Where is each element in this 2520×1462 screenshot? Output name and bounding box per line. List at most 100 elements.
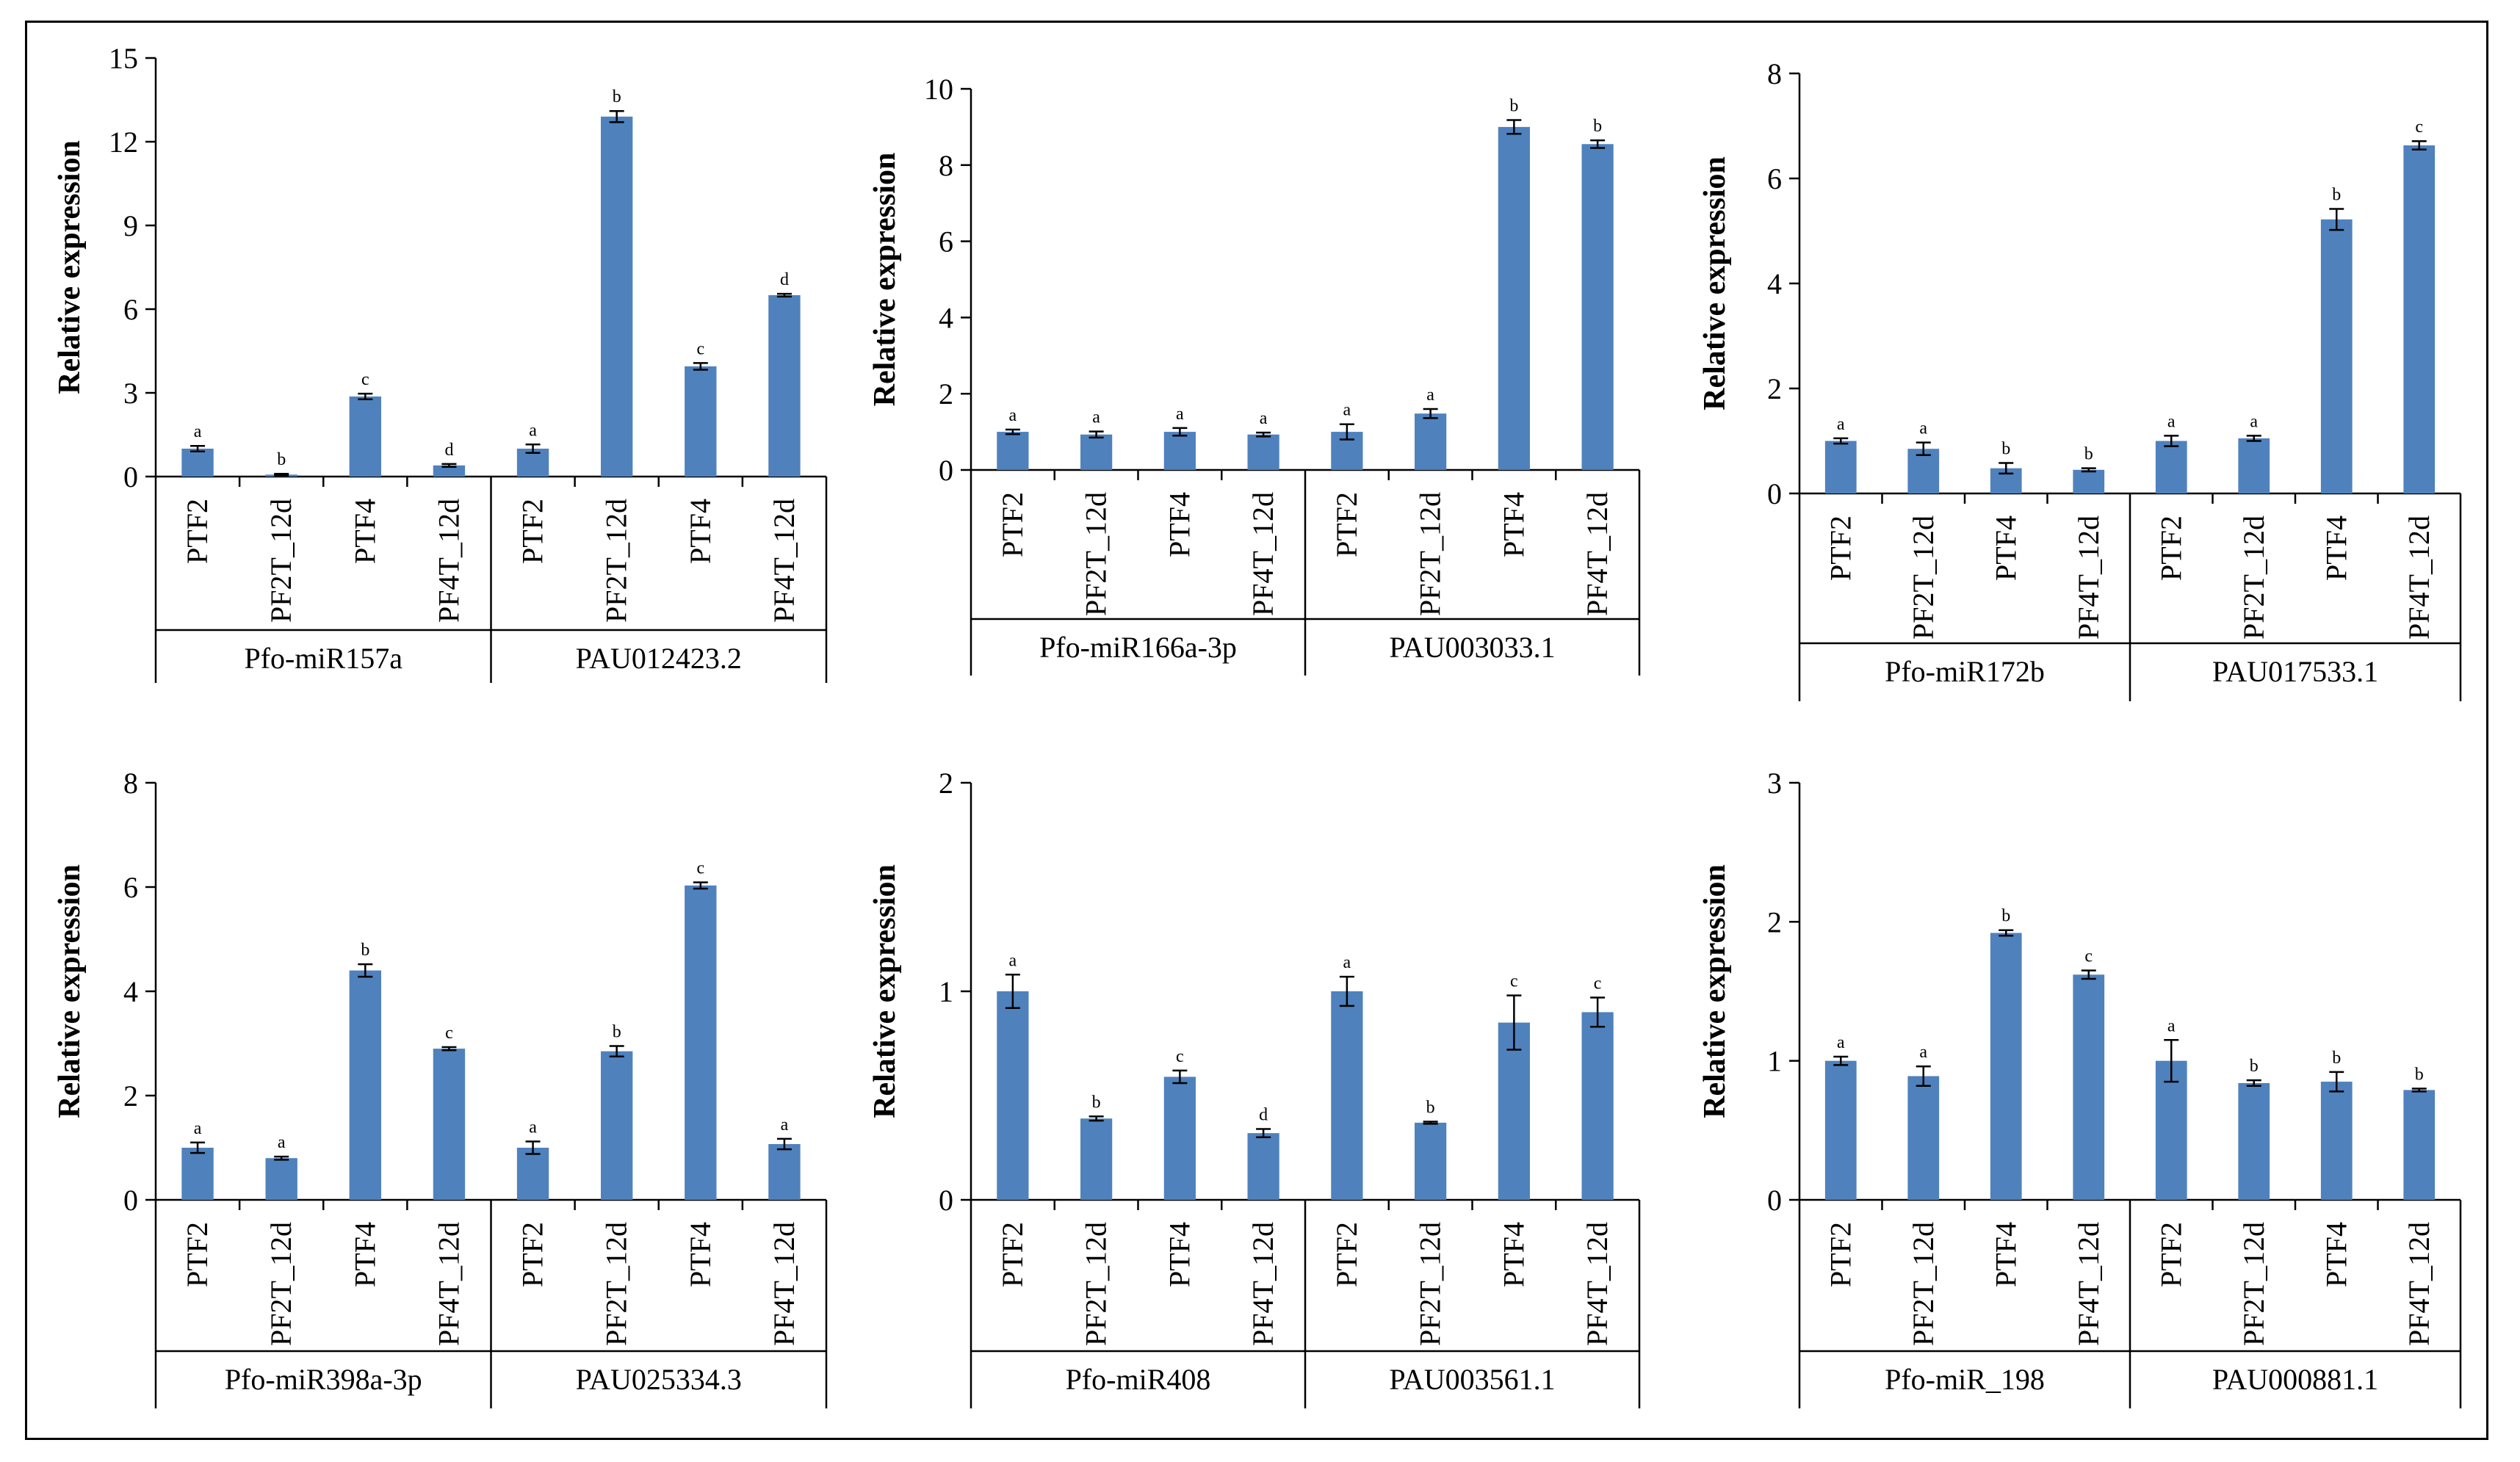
significance-letter: a	[1176, 405, 1184, 424]
bar	[1824, 1060, 1857, 1200]
y-tick-label: 4	[939, 301, 953, 334]
significance-letter: a	[1260, 409, 1268, 428]
y-tick-label: 10	[924, 73, 953, 106]
category-label: PTF2	[181, 1222, 214, 1287]
y-tick-label: 12	[109, 126, 138, 159]
bar	[516, 1148, 549, 1200]
category-label: PTF2	[516, 499, 549, 564]
significance-letter: c	[445, 1024, 453, 1043]
chart-panel-2: 0 2 4 6 8 10 Relative expression a PTF2 a PF2T_12d…	[868, 73, 1641, 676]
category-label: PTF2	[2154, 1222, 2187, 1287]
y-tick-label: 9	[123, 209, 138, 242]
bar	[1581, 1012, 1614, 1200]
category-label: PTF2	[2154, 515, 2187, 581]
bar	[685, 366, 717, 477]
category-label: PTF4	[1497, 492, 1530, 557]
y-tick-label: 0	[123, 1184, 138, 1217]
significance-letter: a	[194, 1119, 202, 1138]
category-label: PTF4	[348, 1222, 381, 1287]
category-label: PF2T_12d	[2237, 1222, 2270, 1346]
significance-letter: a	[781, 1115, 789, 1135]
category-label: PTF4	[1989, 515, 2022, 581]
bar	[1247, 434, 1279, 470]
category-label: PTF4	[1497, 1222, 1530, 1287]
bar	[997, 432, 1029, 470]
y-tick-label: 1	[939, 975, 953, 1008]
category-label: PTF2	[181, 499, 214, 564]
y-tick-label: 1	[1767, 1045, 1782, 1078]
y-tick-label: 3	[123, 377, 138, 410]
significance-letter: c	[2415, 117, 2423, 137]
y-axis-title: Relative expression	[1698, 156, 1732, 410]
category-label: PTF4	[684, 499, 717, 564]
significance-letter: b	[1092, 1093, 1101, 1112]
y-axis-title: Relative expression	[868, 864, 902, 1118]
category-label: PF2T_12d	[1414, 1222, 1447, 1346]
category-label: PF4T_12d	[1581, 492, 1614, 616]
bar	[349, 396, 381, 477]
significance-letter: a	[1426, 386, 1434, 405]
significance-letter: a	[278, 1133, 286, 1152]
category-label: PTF2	[516, 1222, 549, 1287]
category-label: PF4T_12d	[768, 1222, 801, 1346]
bar	[2155, 441, 2187, 493]
significance-letter: c	[2084, 947, 2093, 966]
y-tick-label: 8	[1767, 57, 1782, 90]
bar	[1907, 1076, 1940, 1200]
bar	[1907, 449, 1940, 493]
y-tick-label: 6	[1767, 162, 1782, 195]
figure-frame	[25, 21, 2488, 1440]
y-tick-label: 8	[939, 149, 953, 182]
bar	[1080, 434, 1113, 470]
y-tick-label: 0	[939, 1184, 953, 1217]
category-label: PF4T_12d	[2072, 515, 2105, 640]
significance-letter: c	[696, 339, 704, 358]
category-label: PF2T_12d	[2237, 515, 2270, 640]
y-tick-label: 15	[109, 42, 138, 75]
y-tick-label: 0	[1767, 477, 1782, 510]
bar	[1498, 126, 1530, 470]
bar	[1163, 432, 1196, 470]
y-tick-label: 8	[123, 767, 138, 800]
y-tick-label: 6	[123, 871, 138, 904]
chart-panel-6: 0 1 2 3 Relative expression a PTF2 a PF2T_12d b PT…	[1698, 767, 2462, 1408]
significance-letter: b	[277, 450, 286, 469]
y-tick-label: 4	[1767, 267, 1782, 300]
bar	[1498, 1022, 1530, 1200]
y-tick-label: 0	[1767, 1184, 1782, 1217]
significance-letter: a	[529, 1118, 537, 1137]
category-label: PTF4	[684, 1222, 717, 1287]
significance-letter: a	[1837, 1033, 1845, 1052]
category-label: PTF4	[1163, 492, 1196, 557]
significance-letter: c	[1510, 972, 1518, 991]
bar	[601, 116, 633, 477]
bar	[2073, 974, 2105, 1200]
bar	[2320, 219, 2353, 493]
bar	[181, 449, 214, 477]
chart-panel-5: 0 1 2 Relative expression a PTF2 b PF2T_12d c PTF…	[868, 767, 1641, 1408]
significance-letter: b	[1426, 1099, 1435, 1118]
bar	[685, 885, 717, 1200]
chart-panel-3: 0 2 4 6 8 Relative expression a PTF2 a PF2T_12d b P…	[1698, 57, 2462, 701]
y-tick-label: 2	[1767, 905, 1782, 938]
significance-letter: a	[529, 421, 537, 440]
y-axis-title: Relative expression	[53, 140, 87, 394]
bar	[1824, 441, 1857, 493]
y-tick-label: 6	[939, 225, 953, 258]
significance-letter: a	[194, 422, 202, 441]
category-label: PF2T_12d	[1907, 1222, 1940, 1346]
category-label: PF2T_12d	[600, 499, 633, 623]
bar	[265, 1158, 297, 1200]
bar	[601, 1051, 633, 1200]
significance-letter: a	[1919, 1043, 1927, 1062]
group-label: Pfo-miR408	[1066, 1363, 1211, 1396]
significance-letter: b	[1593, 117, 1602, 136]
bar	[2073, 469, 2105, 493]
bar	[997, 991, 1029, 1200]
category-label: PF2T_12d	[1080, 1222, 1113, 1346]
y-axis-title: Relative expression	[1698, 864, 1732, 1118]
significance-letter: a	[1837, 415, 1845, 434]
bar	[1581, 144, 1614, 470]
significance-letter: a	[2167, 1016, 2176, 1035]
significance-letter: b	[361, 941, 369, 960]
